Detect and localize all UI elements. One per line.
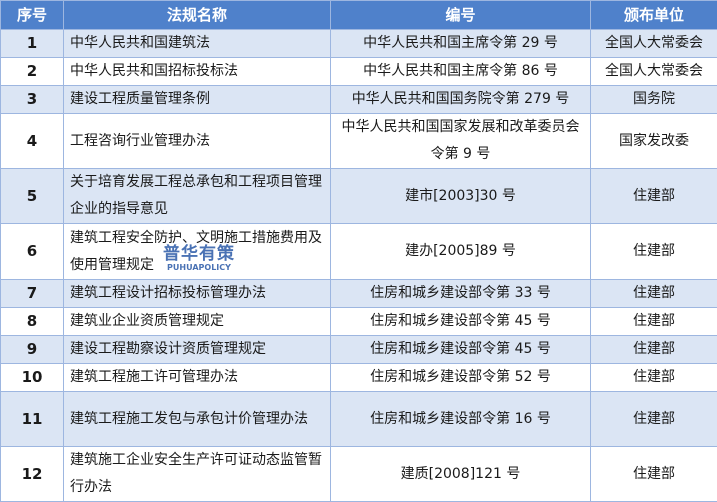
- cell-name: 关于培育发展工程总承包和工程项目管理企业的指导意见: [64, 169, 331, 224]
- cell-name: 建筑工程设计招标投标管理办法: [64, 280, 331, 308]
- cell-issuer: 住建部: [591, 447, 717, 502]
- header-row: 序号 法规名称 编号 颁布单位: [1, 1, 717, 30]
- cell-name: 建筑施工企业安全生产许可证动态监管暂行办法: [64, 447, 331, 502]
- cell-name: 中华人民共和国招标投标法: [64, 58, 331, 86]
- header-code: 编号: [331, 1, 591, 30]
- cell-issuer: 住建部: [591, 224, 717, 280]
- cell-name: 建筑工程施工许可管理办法: [64, 364, 331, 392]
- cell-code: 中华人民共和国国家发展和改革委员会令第 9 号: [331, 114, 591, 169]
- cell-code: 住房和城乡建设部令第 45 号: [331, 336, 591, 364]
- cell-no: 12: [1, 447, 64, 502]
- cell-code: 中华人民共和国主席令第 86 号: [331, 58, 591, 86]
- cell-issuer: 住建部: [591, 392, 717, 447]
- cell-issuer: 住建部: [591, 336, 717, 364]
- cell-issuer: 住建部: [591, 364, 717, 392]
- header-issuer: 颁布单位: [591, 1, 717, 30]
- cell-issuer: 国家发改委: [591, 114, 717, 169]
- header-no: 序号: [1, 1, 64, 30]
- cell-no: 6: [1, 224, 64, 280]
- cell-issuer: 全国人大常委会: [591, 58, 717, 86]
- cell-code: 住房和城乡建设部令第 45 号: [331, 308, 591, 336]
- cell-no: 10: [1, 364, 64, 392]
- cell-no: 9: [1, 336, 64, 364]
- cell-name: 建筑业企业资质管理规定: [64, 308, 331, 336]
- cell-no: 2: [1, 58, 64, 86]
- cell-code: 建质[2008]121 号: [331, 447, 591, 502]
- cell-no: 7: [1, 280, 64, 308]
- cell-code: 中华人民共和国主席令第 29 号: [331, 30, 591, 58]
- header-name: 法规名称: [64, 1, 331, 30]
- cell-name: 中华人民共和国建筑法: [64, 30, 331, 58]
- cell-name: 工程咨询行业管理办法: [64, 114, 331, 169]
- cell-issuer: 住建部: [591, 308, 717, 336]
- cell-no: 8: [1, 308, 64, 336]
- cell-name: 建筑工程安全防护、文明施工措施费用及使用管理规定: [64, 224, 331, 280]
- cell-code: 建市[2003]30 号: [331, 169, 591, 224]
- cell-code: 住房和城乡建设部令第 33 号: [331, 280, 591, 308]
- cell-issuer: 国务院: [591, 86, 717, 114]
- cell-no: 3: [1, 86, 64, 114]
- cell-issuer: 住建部: [591, 280, 717, 308]
- cell-code: 中华人民共和国国务院令第 279 号: [331, 86, 591, 114]
- cell-code: 住房和城乡建设部令第 52 号: [331, 364, 591, 392]
- cell-name: 建筑工程施工发包与承包计价管理办法: [64, 392, 331, 447]
- cell-name: 建设工程质量管理条例: [64, 86, 331, 114]
- cell-no: 1: [1, 30, 64, 58]
- cell-no: 5: [1, 169, 64, 224]
- cell-issuer: 全国人大常委会: [591, 30, 717, 58]
- cell-code: 住房和城乡建设部令第 16 号: [331, 392, 591, 447]
- cell-code: 建办[2005]89 号: [331, 224, 591, 280]
- cell-issuer: 住建部: [591, 169, 717, 224]
- cell-no: 4: [1, 114, 64, 169]
- cell-name: 建设工程勘察设计资质管理规定: [64, 336, 331, 364]
- cell-no: 11: [1, 392, 64, 447]
